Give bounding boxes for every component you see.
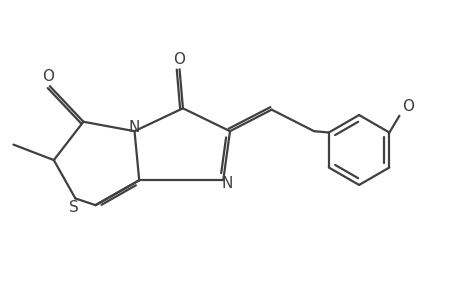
Text: S: S [69, 200, 78, 215]
Text: O: O [42, 69, 54, 84]
Text: N: N [221, 176, 233, 191]
Text: N: N [129, 120, 140, 135]
Text: O: O [401, 99, 413, 114]
Text: O: O [173, 52, 185, 67]
